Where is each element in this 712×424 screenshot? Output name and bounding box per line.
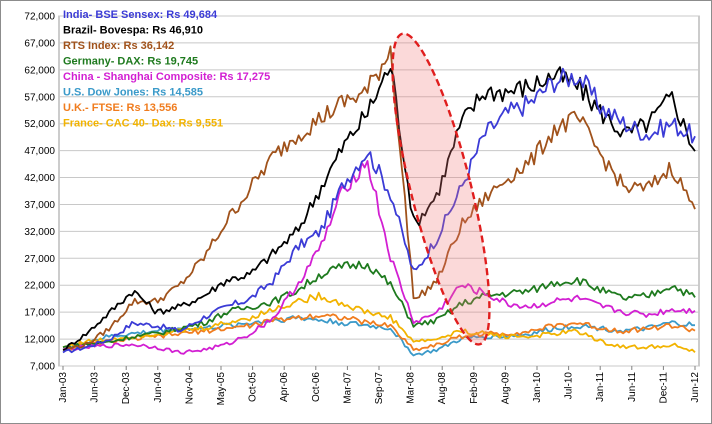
x-tick-label: Jun-11 bbox=[627, 372, 638, 402]
y-tick-label: 32,000 bbox=[24, 227, 55, 238]
crash-highlight-ellipse bbox=[391, 32, 491, 346]
plot-area bbox=[58, 15, 700, 367]
x-tick-label: Nov-04 bbox=[184, 372, 195, 405]
series-line-1 bbox=[62, 66, 696, 351]
series-line-4 bbox=[62, 159, 696, 355]
y-tick-label: 57,000 bbox=[24, 92, 55, 103]
legend-entry: U.S. Dow Jones: Rs 14,585 bbox=[63, 87, 203, 99]
x-tick-label: Feb-09 bbox=[469, 372, 480, 404]
x-tick-label: Jun-04 bbox=[153, 372, 164, 403]
y-tick-label: 27,000 bbox=[24, 254, 55, 265]
y-tick-label: 17,000 bbox=[24, 308, 55, 319]
x-tick-label: Jun-03 bbox=[90, 372, 101, 403]
legend-entry: China - Shanghai Composite: Rs 17,275 bbox=[63, 71, 270, 83]
series-lines bbox=[62, 45, 696, 357]
series-line-2 bbox=[62, 45, 696, 351]
x-tick-label: Jan-11 bbox=[595, 372, 606, 402]
y-tick-label: 12,000 bbox=[24, 335, 55, 346]
x-tick-label: Jul-10 bbox=[564, 372, 575, 400]
y-tick-label: 7,000 bbox=[30, 362, 55, 373]
y-tick-label: 62,000 bbox=[24, 65, 55, 76]
legend-entry: RTS Index: Rs 36,142 bbox=[63, 40, 174, 52]
legend: India- BSE Sensex: Rs 49,684 Brazil- Bove… bbox=[63, 9, 270, 130]
y-tick-label: 72,000 bbox=[24, 12, 55, 23]
x-tick-label: Oct-06 bbox=[311, 372, 322, 402]
y-tick-label: 37,000 bbox=[24, 200, 55, 211]
gridlines bbox=[59, 15, 699, 367]
crash-annotation bbox=[391, 32, 491, 346]
legend-entry: U.K.- FTSE: Rs 13,556 bbox=[63, 102, 177, 114]
legend-entry: India- BSE Sensex: Rs 49,684 bbox=[63, 9, 218, 21]
y-tick-label: 42,000 bbox=[24, 173, 55, 184]
legend-entry: Germany- DAX: Rs 19,745 bbox=[63, 56, 198, 68]
x-tick-label: Jan-03 bbox=[58, 372, 69, 403]
x-tick-label: Jun-12 bbox=[690, 372, 701, 403]
x-tick-label: Mar-08 bbox=[406, 372, 417, 404]
series-line-0 bbox=[62, 67, 696, 354]
x-tick-label: Dec-03 bbox=[121, 372, 132, 405]
y-tick-label: 22,000 bbox=[24, 281, 55, 292]
x-tick-label: May-05 bbox=[216, 372, 227, 406]
x-tick-label: Dec-11 bbox=[658, 372, 669, 404]
x-tick-label: Jan-10 bbox=[532, 372, 543, 403]
x-axis-tick-labels: Jan-03 Jun-03 Dec-03 Jun-04 Nov-04 May-05 Oct-… bbox=[58, 366, 701, 405]
y-tick-label: 67,000 bbox=[24, 38, 55, 49]
x-tick-label: Sep-07 bbox=[374, 372, 385, 405]
x-tick-label: Oct-05 bbox=[248, 372, 259, 402]
y-tick-label: 47,000 bbox=[24, 146, 55, 157]
y-axis-tick-labels: 7,000 12,000 17,000 22,000 27,000 32,000 37,00… bbox=[24, 12, 55, 373]
legend-entry: France- CAC 40- Dax: Rs 9,551 bbox=[63, 118, 223, 130]
x-tick-label: Mar-07 bbox=[342, 372, 353, 404]
x-tick-label: Aug-08 bbox=[437, 372, 448, 405]
x-tick-label: Apr-06 bbox=[279, 372, 290, 402]
series-line-7 bbox=[62, 291, 696, 353]
series-line-3 bbox=[62, 260, 696, 349]
legend-entry: Brazil- Bovespa: Rs 46,910 bbox=[63, 25, 203, 37]
x-tick-label: Aug-09 bbox=[500, 372, 511, 405]
y-tick-label: 52,000 bbox=[24, 119, 55, 130]
